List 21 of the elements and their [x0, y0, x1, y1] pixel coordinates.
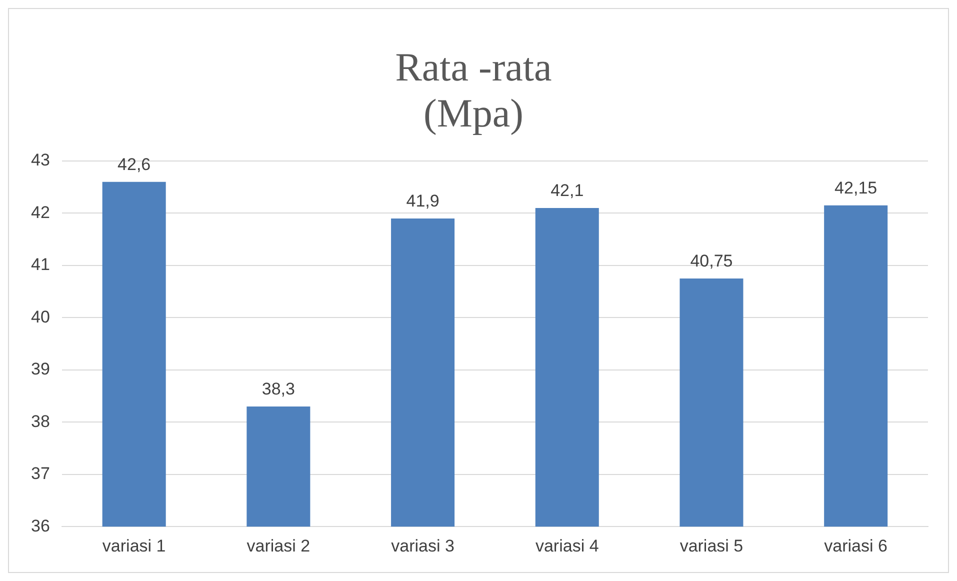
- y-tick-label: 37: [30, 464, 50, 484]
- data-label: 42,15: [834, 178, 878, 198]
- chart-title: Rata -rata (Mpa): [395, 44, 552, 136]
- y-tick-label: 41: [30, 255, 50, 274]
- y-tick-label: 38: [30, 412, 50, 431]
- data-label: 42,6: [118, 155, 151, 174]
- y-tick-label: 40: [30, 307, 50, 326]
- x-tick-label: variasi 6: [824, 536, 888, 556]
- x-tick-label: variasi 1: [102, 536, 166, 556]
- y-tick-label: 43: [30, 150, 50, 170]
- data-label: 38,3: [262, 380, 295, 399]
- x-tick-label: variasi 4: [535, 536, 599, 556]
- y-tick-label: 42: [30, 202, 50, 222]
- y-tick-label: 39: [30, 360, 50, 379]
- x-tick-label: variasi 2: [246, 536, 310, 556]
- data-label: 41,9: [406, 192, 440, 211]
- x-tick-label: variasi 3: [391, 536, 454, 556]
- data-label: 42,1: [550, 181, 584, 200]
- x-tick-label: variasi 5: [680, 536, 744, 556]
- y-tick-label: 36: [30, 516, 50, 536]
- data-label: 40,75: [690, 252, 733, 271]
